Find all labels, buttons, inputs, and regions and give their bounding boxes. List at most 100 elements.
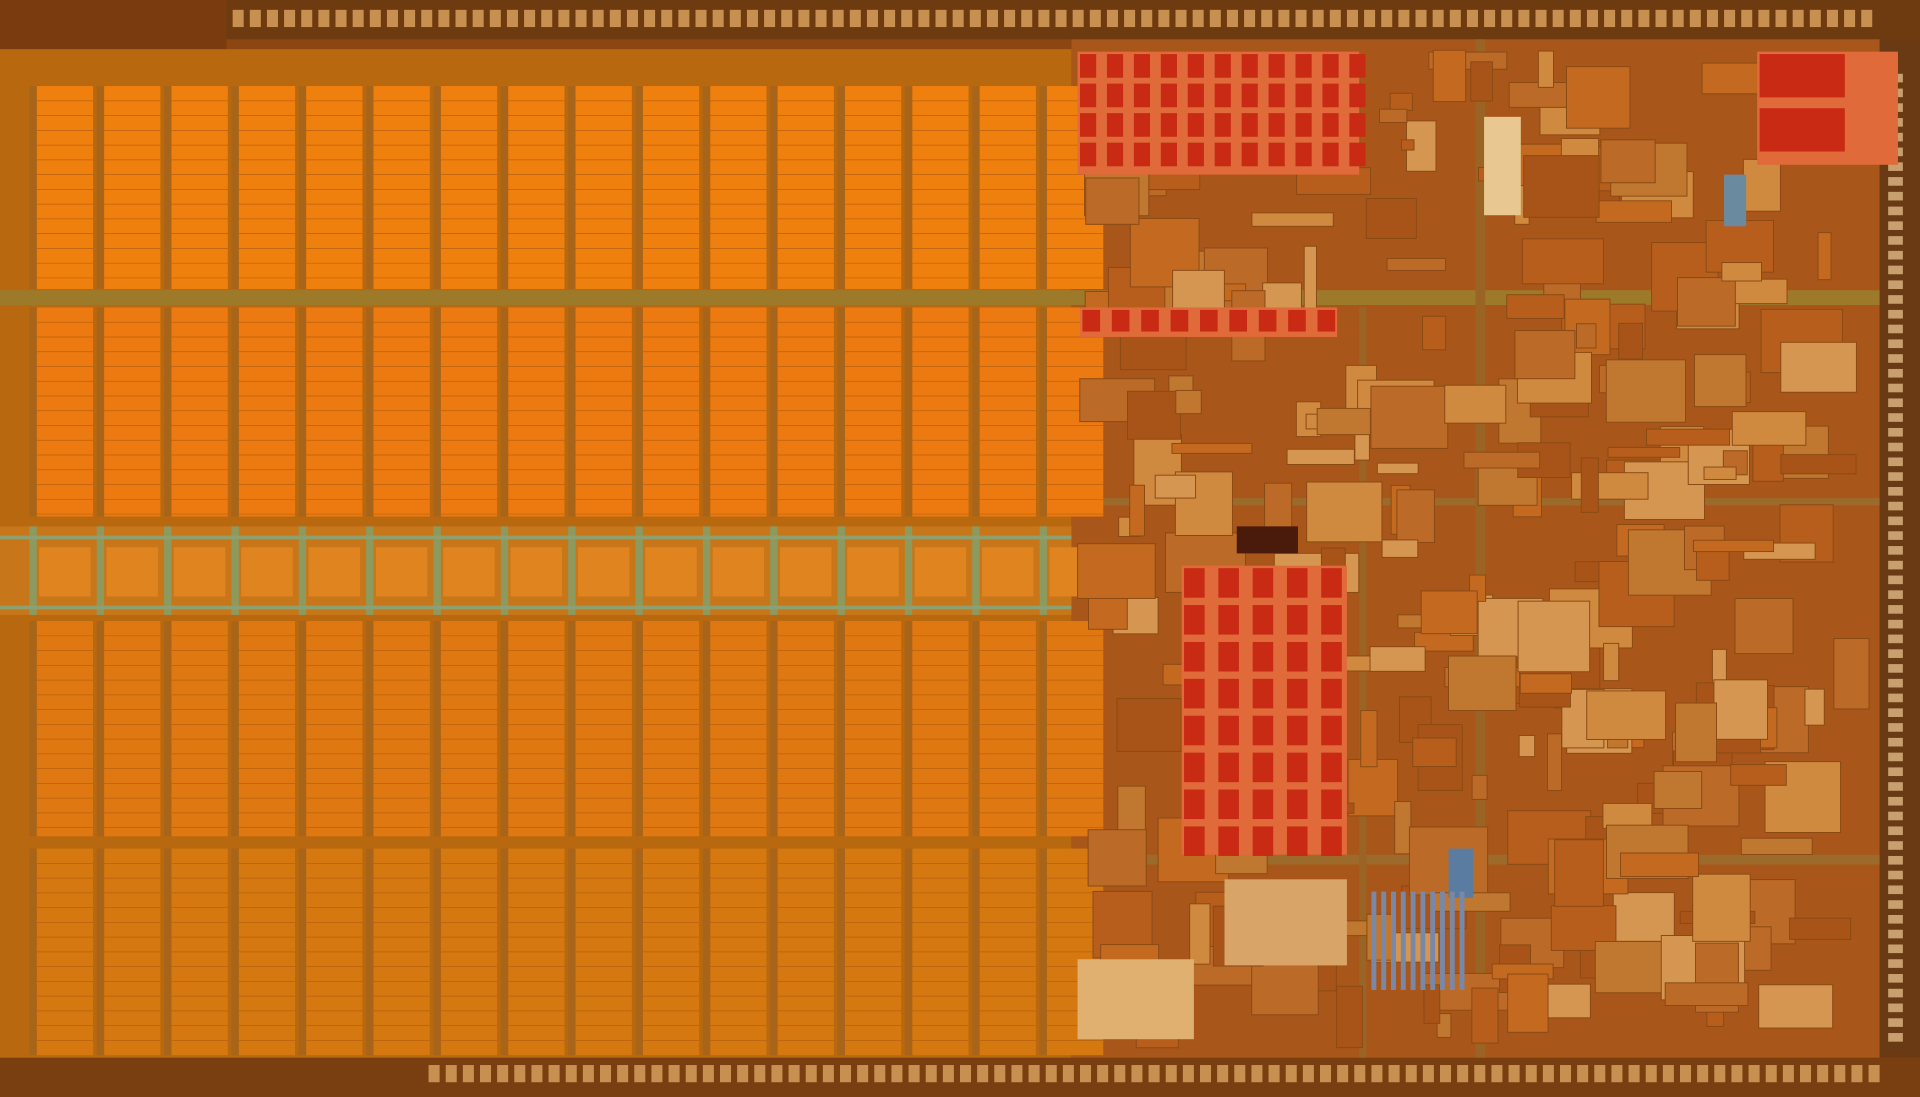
array-spine — [298, 848, 307, 1056]
logic-block — [1463, 451, 1541, 469]
pad — [1320, 1065, 1332, 1083]
pad — [1888, 531, 1903, 540]
pad — [918, 9, 930, 28]
logic-block — [1394, 801, 1412, 855]
logic-block — [1595, 200, 1672, 223]
register-cell — [1349, 142, 1366, 167]
logic-block — [1507, 973, 1549, 1033]
logic-block — [1436, 1013, 1452, 1038]
array-spine — [1039, 307, 1047, 517]
logic-block — [1129, 484, 1145, 537]
cache-array — [912, 621, 969, 837]
logic-block — [1646, 428, 1731, 446]
array-spine — [972, 848, 980, 1056]
cache-array — [710, 621, 767, 837]
pad — [1888, 796, 1903, 806]
logic-block — [1554, 839, 1604, 907]
array-spine — [837, 86, 845, 290]
register-cell — [1252, 678, 1274, 709]
pad — [720, 1065, 732, 1083]
pad — [1251, 1065, 1263, 1083]
pad — [1888, 354, 1903, 363]
logic-block — [1789, 917, 1852, 940]
tag-array — [375, 547, 428, 597]
pad — [1888, 811, 1903, 821]
pad — [1748, 1065, 1760, 1083]
cache-array — [1046, 621, 1104, 837]
tag-array — [173, 547, 226, 597]
cache-array — [777, 86, 834, 290]
cache-array — [306, 307, 363, 517]
pad — [1888, 324, 1903, 334]
register-cell — [1241, 83, 1258, 108]
register-cell — [1184, 752, 1205, 783]
array-spine — [433, 307, 441, 517]
pad — [1888, 427, 1903, 437]
array-spine — [1039, 848, 1047, 1056]
pad — [1364, 9, 1376, 28]
pad — [1888, 664, 1903, 673]
pad — [1662, 1065, 1674, 1083]
logic-block — [1740, 837, 1813, 855]
cache-array — [238, 621, 296, 837]
pad — [575, 9, 587, 28]
register-cell — [1082, 309, 1101, 332]
pad — [1888, 841, 1903, 850]
logic-block — [1171, 442, 1253, 454]
pad — [1501, 9, 1513, 28]
tag-array — [847, 547, 899, 597]
logic-block — [1804, 688, 1825, 726]
register-cell — [1187, 142, 1204, 167]
pad — [1888, 590, 1903, 599]
register-cell — [1252, 789, 1274, 820]
logic-block — [1576, 323, 1597, 349]
pad — [1792, 9, 1804, 28]
pad — [1888, 959, 1903, 968]
array-spine — [837, 848, 845, 1056]
vertical-bus — [1359, 307, 1367, 1058]
register-cell — [1229, 309, 1248, 332]
logic-block — [1127, 390, 1181, 440]
tag-spine — [904, 526, 913, 615]
logic-block — [1677, 277, 1736, 327]
cache-array — [440, 621, 498, 837]
blue-block — [1724, 174, 1747, 227]
pad — [318, 9, 330, 28]
logic-block — [1519, 673, 1572, 694]
pad — [1329, 9, 1341, 28]
logic-block — [1620, 852, 1700, 878]
logic-block — [1817, 232, 1832, 281]
register-cell — [1322, 83, 1339, 108]
pad — [1577, 1065, 1589, 1083]
logic-block — [1600, 139, 1656, 184]
cache-array — [238, 307, 296, 517]
pad — [1888, 516, 1903, 526]
register-cell — [1322, 142, 1339, 167]
pad — [815, 9, 827, 28]
logic-block — [1607, 446, 1681, 458]
register-cell — [1286, 678, 1308, 709]
register-cell — [1322, 113, 1339, 137]
array-spine — [904, 621, 913, 837]
register-cell — [1252, 568, 1274, 598]
register-cell — [1184, 568, 1205, 598]
tag-array — [443, 547, 495, 597]
pad — [1045, 1065, 1057, 1083]
pad — [1888, 383, 1903, 393]
logic-block — [1264, 482, 1293, 536]
array-spine — [433, 621, 441, 837]
pad — [1621, 9, 1633, 28]
pad — [1148, 1065, 1160, 1083]
pad — [840, 1065, 852, 1083]
register-cell — [1241, 113, 1258, 137]
logic-block — [1586, 690, 1667, 740]
pad — [1474, 1065, 1486, 1083]
array-spine — [904, 848, 913, 1056]
array-spine — [29, 307, 37, 517]
pad — [1844, 9, 1856, 28]
array-spine — [231, 848, 239, 1056]
pad — [1680, 1065, 1692, 1083]
array-spine — [568, 621, 576, 837]
pad — [497, 1065, 509, 1083]
logic-block — [1347, 758, 1399, 817]
